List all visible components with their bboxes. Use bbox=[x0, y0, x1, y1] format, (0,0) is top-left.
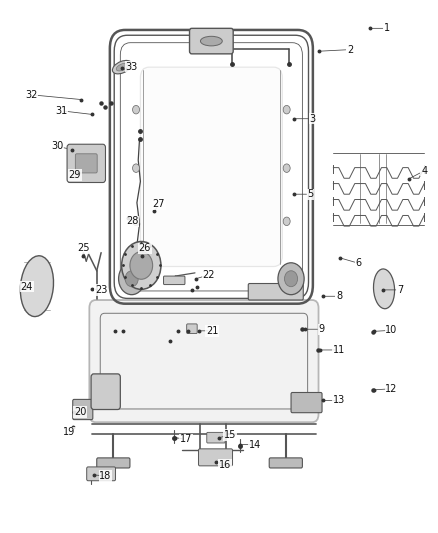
Circle shape bbox=[283, 217, 290, 225]
Text: 15: 15 bbox=[224, 430, 236, 440]
Text: 22: 22 bbox=[202, 270, 215, 280]
Text: 33: 33 bbox=[126, 62, 138, 71]
Ellipse shape bbox=[116, 63, 128, 71]
Ellipse shape bbox=[374, 269, 395, 309]
Text: 14: 14 bbox=[249, 440, 261, 450]
Circle shape bbox=[119, 263, 145, 295]
Circle shape bbox=[122, 241, 161, 289]
Text: 3: 3 bbox=[310, 114, 316, 124]
FancyBboxPatch shape bbox=[207, 432, 225, 443]
Text: 23: 23 bbox=[95, 285, 107, 295]
FancyBboxPatch shape bbox=[97, 458, 130, 468]
Text: 8: 8 bbox=[336, 291, 342, 301]
Ellipse shape bbox=[113, 60, 132, 74]
FancyBboxPatch shape bbox=[141, 67, 283, 266]
Text: 25: 25 bbox=[78, 244, 90, 253]
Text: 12: 12 bbox=[385, 384, 398, 394]
Text: 31: 31 bbox=[55, 106, 67, 116]
Text: 24: 24 bbox=[21, 282, 33, 292]
Text: 26: 26 bbox=[138, 244, 151, 253]
FancyBboxPatch shape bbox=[75, 154, 97, 173]
FancyBboxPatch shape bbox=[187, 324, 197, 334]
Ellipse shape bbox=[20, 256, 53, 317]
FancyBboxPatch shape bbox=[248, 284, 303, 300]
Text: 2: 2 bbox=[347, 45, 353, 54]
Circle shape bbox=[283, 106, 290, 114]
FancyBboxPatch shape bbox=[67, 144, 106, 182]
FancyBboxPatch shape bbox=[198, 449, 233, 466]
Text: 4: 4 bbox=[421, 166, 427, 176]
FancyBboxPatch shape bbox=[190, 28, 233, 54]
Circle shape bbox=[278, 263, 304, 295]
Text: 10: 10 bbox=[385, 325, 398, 335]
Text: 29: 29 bbox=[69, 170, 81, 180]
Text: 6: 6 bbox=[356, 259, 362, 268]
Circle shape bbox=[133, 217, 140, 225]
Circle shape bbox=[133, 164, 140, 172]
FancyBboxPatch shape bbox=[73, 399, 93, 419]
Circle shape bbox=[285, 271, 297, 287]
FancyBboxPatch shape bbox=[291, 392, 322, 413]
Text: 32: 32 bbox=[25, 90, 37, 100]
Text: 5: 5 bbox=[307, 189, 314, 199]
Text: 20: 20 bbox=[74, 407, 86, 417]
Text: 11: 11 bbox=[333, 345, 345, 355]
Text: 7: 7 bbox=[397, 285, 403, 295]
Text: 9: 9 bbox=[318, 324, 325, 334]
Text: 18: 18 bbox=[99, 471, 112, 481]
Text: 1: 1 bbox=[384, 23, 390, 34]
Circle shape bbox=[125, 271, 138, 287]
Circle shape bbox=[283, 164, 290, 172]
FancyBboxPatch shape bbox=[89, 300, 318, 422]
Circle shape bbox=[133, 106, 140, 114]
Text: 30: 30 bbox=[51, 141, 64, 151]
Circle shape bbox=[130, 252, 152, 279]
Text: 28: 28 bbox=[127, 216, 139, 227]
Text: 27: 27 bbox=[152, 199, 165, 209]
FancyBboxPatch shape bbox=[91, 374, 120, 409]
Text: 17: 17 bbox=[180, 434, 192, 445]
Text: 13: 13 bbox=[333, 395, 345, 406]
Text: 19: 19 bbox=[63, 427, 75, 438]
Text: 21: 21 bbox=[206, 326, 218, 336]
Text: 16: 16 bbox=[219, 460, 231, 470]
FancyBboxPatch shape bbox=[87, 467, 116, 481]
FancyBboxPatch shape bbox=[163, 276, 185, 285]
FancyBboxPatch shape bbox=[269, 458, 302, 468]
Ellipse shape bbox=[201, 36, 222, 46]
